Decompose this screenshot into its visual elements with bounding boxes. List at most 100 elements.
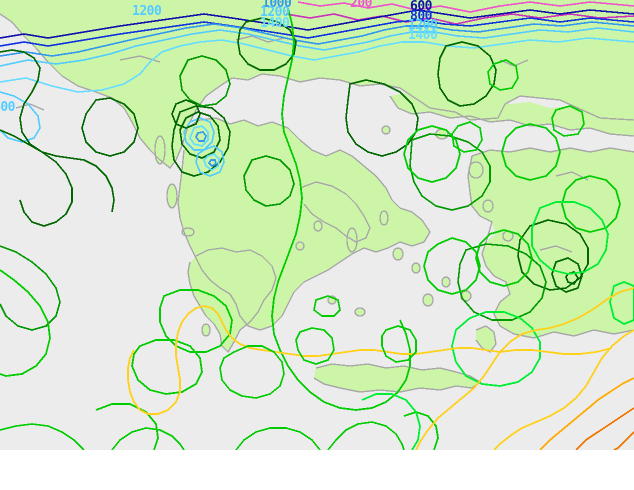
pindus-ring2-core bbox=[207, 159, 217, 167]
contour-2200-rhodes-east bbox=[451, 311, 541, 387]
contour-600 bbox=[0, 9, 634, 39]
coast-island-20 bbox=[381, 125, 391, 135]
contour-2600 bbox=[539, 377, 634, 450]
coastline-central-greece bbox=[177, 117, 431, 331]
coast-border-5 bbox=[539, 245, 573, 253]
island-aegean-8 bbox=[442, 277, 450, 287]
contour-group-1800 bbox=[0, 55, 547, 331]
contour-1000 bbox=[0, 21, 634, 57]
coast-island-2 bbox=[379, 210, 389, 226]
map-canvas[interactable]: 1200 1000 1200 1400 200 600 800 1200 140… bbox=[0, 0, 634, 450]
contour-group-1000 bbox=[0, 21, 634, 143]
contour-2000-far-west bbox=[0, 269, 51, 377]
land-peloponnese bbox=[188, 248, 276, 352]
contour-2800 bbox=[575, 407, 634, 450]
contour-2000-ionian-loop bbox=[159, 289, 233, 353]
island-aegean-10 bbox=[296, 242, 304, 250]
coast-island-7 bbox=[422, 293, 434, 307]
contour-group-pindus-core bbox=[171, 99, 225, 177]
contour-group-aegean bbox=[219, 59, 585, 399]
land-layer bbox=[0, 0, 634, 392]
land-northern-balkans bbox=[0, 0, 634, 168]
pindus-ring-outer bbox=[179, 111, 221, 159]
coast-island-18 bbox=[468, 161, 484, 179]
contour-group-low bbox=[0, 421, 405, 450]
contour-2400-long bbox=[127, 305, 501, 415]
coastline-north bbox=[0, 13, 634, 169]
coast-island-8 bbox=[441, 276, 451, 288]
contour-2000-central-meridional bbox=[271, 7, 411, 411]
contour-1600-macedonia bbox=[345, 79, 419, 157]
pindus-ring-core bbox=[195, 131, 207, 142]
contour-1600-pindus-outer bbox=[171, 105, 231, 177]
contour-1600-west bbox=[0, 129, 73, 227]
contour-1800-c1 bbox=[243, 155, 295, 207]
contour-1200 bbox=[0, 27, 634, 67]
pindus-ring-1400 bbox=[189, 125, 209, 147]
island-aegean-7 bbox=[423, 294, 433, 306]
coast-island-4 bbox=[411, 262, 421, 274]
coastline-euboea bbox=[299, 181, 371, 243]
contour-2400-branch bbox=[499, 347, 613, 355]
contour-sea-loop-s bbox=[295, 327, 335, 365]
coast-island-11 bbox=[313, 220, 323, 232]
coastline-layer bbox=[0, 13, 634, 393]
contour-2200-turkey-se bbox=[609, 281, 634, 326]
contour-aegean-loop2 bbox=[451, 121, 483, 153]
coastline-peloponnese bbox=[187, 247, 277, 354]
coastline-thrace bbox=[389, 95, 634, 137]
contour-1400-north bbox=[0, 37, 634, 93]
contour-800 bbox=[0, 17, 634, 47]
contour-aegean-loop4 bbox=[551, 105, 585, 137]
contour-sea-loop-sw bbox=[219, 345, 285, 399]
land-thrace-coast bbox=[390, 92, 634, 136]
contour-1800-sw bbox=[0, 245, 61, 331]
contour-low-4 bbox=[327, 421, 405, 450]
contour-group-200 bbox=[285, 1, 634, 25]
contour-group-2000 bbox=[0, 7, 621, 450]
land-euboea bbox=[300, 182, 370, 242]
contour-2000-turkey-n bbox=[501, 123, 561, 181]
coast-island-10 bbox=[295, 241, 305, 251]
contour-2800b bbox=[613, 431, 634, 450]
coast-border-3 bbox=[499, 59, 529, 67]
contour-1800-turkey-outer bbox=[457, 243, 547, 321]
contour-2000-south-edge bbox=[403, 411, 439, 450]
contour-group-2200 bbox=[361, 201, 634, 450]
contour-400 bbox=[285, 13, 634, 25]
island-aegean-9 bbox=[461, 291, 471, 301]
island-aegean-3 bbox=[393, 248, 403, 260]
contour-group-2400 bbox=[127, 287, 634, 450]
coast-island-15 bbox=[201, 323, 211, 337]
contour-2000-rhodes-outer bbox=[475, 229, 533, 287]
contour-1600-nw bbox=[81, 97, 139, 157]
island-aegean-11 bbox=[314, 221, 322, 231]
contour-1600-turkey-inner bbox=[551, 257, 583, 293]
coast-island-17 bbox=[482, 199, 494, 213]
coast-island-14 bbox=[154, 135, 166, 165]
coast-island-13 bbox=[166, 183, 178, 209]
contour-low-1 bbox=[0, 423, 85, 450]
island-aegean-4 bbox=[412, 263, 420, 273]
island-samos bbox=[503, 231, 513, 241]
contour-1600-closed-north bbox=[237, 17, 297, 71]
island-skyros bbox=[382, 126, 390, 134]
island-lesvos bbox=[469, 162, 483, 178]
contour-1800-n1 bbox=[179, 55, 231, 107]
coast-island-6 bbox=[354, 307, 366, 317]
contour-group-2600 bbox=[539, 377, 634, 450]
contour-1800-aegean-ne bbox=[409, 133, 491, 211]
contour-1600-adriatic bbox=[0, 49, 115, 213]
contour-1400-left-loop bbox=[0, 91, 41, 143]
pindus-ring3 bbox=[171, 99, 201, 129]
coast-island-3 bbox=[392, 247, 404, 261]
island-limnos bbox=[436, 129, 448, 139]
contour-group-1600 bbox=[0, 17, 589, 293]
coast-island-12 bbox=[181, 227, 195, 237]
contour-2400-diagonal bbox=[415, 287, 634, 450]
contour-group-600 bbox=[0, 9, 634, 47]
pindus-ring2-outer bbox=[195, 145, 225, 177]
pindus-ring-1200 bbox=[183, 117, 215, 151]
contour-1600-east-closed bbox=[437, 41, 497, 107]
